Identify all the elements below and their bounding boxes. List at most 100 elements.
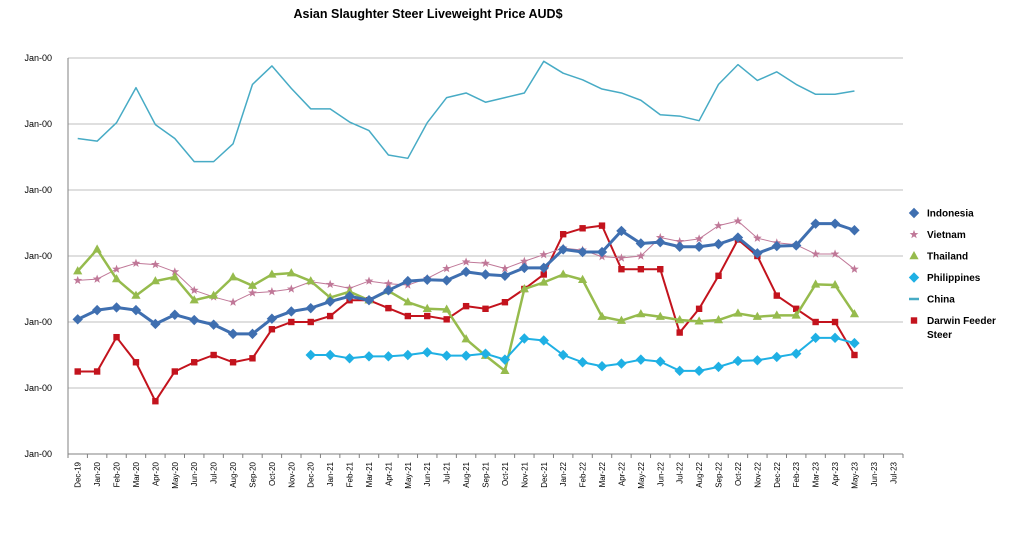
data-point-thailand: [636, 309, 646, 318]
data-point-darwin-feeder-steer: [715, 272, 722, 279]
data-point-indonesia: [693, 241, 705, 252]
x-tick-label: Jul-22: [676, 461, 685, 483]
data-point-vietnam: [481, 258, 490, 267]
data-point-vietnam: [850, 264, 859, 273]
data-point-thailand: [111, 274, 122, 283]
data-point-indonesia: [771, 240, 782, 252]
legend-label: Thailand: [927, 252, 968, 263]
data-point-indonesia: [169, 309, 181, 320]
data-point-philippines: [616, 358, 627, 369]
data-point-vietnam: [384, 279, 393, 288]
legend-swatch: [908, 207, 920, 219]
data-point-philippines: [422, 347, 433, 358]
series-indonesia: [72, 218, 860, 340]
data-point-philippines: [596, 361, 608, 372]
data-point-darwin-feeder-steer: [385, 304, 392, 312]
data-point-vietnam: [442, 263, 452, 273]
data-point-indonesia: [616, 225, 627, 237]
data-point-thailand: [558, 269, 568, 278]
x-tick-label: Jun-22: [656, 461, 665, 486]
data-point-indonesia: [790, 240, 802, 251]
data-point-vietnam: [636, 251, 646, 260]
data-point-vietnam: [248, 288, 257, 297]
data-point-philippines: [732, 355, 744, 367]
data-point-thailand: [170, 272, 180, 281]
chart-title: Asian Slaughter Steer Liveweight Price A…: [293, 7, 562, 21]
data-point-thailand: [442, 304, 452, 313]
data-point-darwin-feeder-steer: [210, 351, 217, 359]
legend-label: China: [927, 295, 955, 306]
data-point-thailand: [267, 269, 277, 278]
x-tick-label: Feb-22: [579, 461, 588, 487]
data-point-darwin-feeder-steer: [559, 231, 567, 238]
legend-label: Darwin Feeder Steer: [927, 316, 996, 341]
data-point-thailand: [772, 310, 782, 319]
data-point-darwin-feeder-steer: [191, 359, 198, 366]
x-tick-label: Jul-21: [443, 461, 452, 483]
data-point-darwin-feeder-steer: [74, 368, 81, 375]
x-tick-label: May-20: [171, 461, 180, 488]
y-tick-label: Jan-00: [24, 251, 52, 261]
data-point-darwin-feeder-steer: [113, 333, 120, 341]
data-point-darwin-feeder-steer: [229, 359, 237, 366]
data-point-thailand: [228, 272, 238, 281]
data-point-philippines: [363, 351, 375, 362]
x-tick-label: Dec-20: [307, 461, 316, 487]
data-point-darwin-feeder-steer: [93, 368, 101, 375]
data-point-philippines: [460, 350, 472, 361]
gridlines: [68, 57, 903, 389]
data-point-thailand: [422, 303, 432, 312]
legend-swatch: [909, 251, 919, 260]
data-point-philippines: [324, 349, 336, 361]
data-point-thailand: [830, 280, 840, 289]
data-point-vietnam: [733, 216, 743, 225]
data-point-thailand: [344, 286, 355, 295]
legend: Indonesia Vietnam Thailand Philippines China…: [908, 207, 996, 341]
data-point-vietnam: [112, 264, 121, 273]
data-point-vietnam: [811, 249, 820, 258]
data-point-indonesia: [480, 269, 491, 280]
x-tick-label: Aug-21: [462, 461, 471, 487]
data-point-philippines: [693, 365, 705, 377]
data-point-vietnam: [500, 263, 510, 273]
data-point-darwin-feeder-steer: [579, 225, 586, 232]
x-tick-label: Jun-23: [870, 461, 879, 486]
y-tick-label: Jan-00: [24, 383, 52, 393]
data-point-indonesia: [189, 314, 200, 326]
x-tick-label: May-22: [637, 461, 646, 488]
data-point-philippines: [810, 332, 821, 344]
x-tick-label: Oct-20: [268, 461, 277, 486]
data-point-indonesia: [363, 295, 375, 306]
data-point-vietnam: [461, 257, 471, 266]
data-point-indonesia: [227, 328, 239, 340]
series-group: [72, 60, 860, 405]
data-point-philippines: [344, 353, 355, 364]
legend-item-china: China: [909, 295, 955, 306]
data-point-philippines: [771, 351, 782, 363]
data-point-darwin-feeder-steer: [812, 318, 819, 326]
data-point-indonesia: [286, 306, 297, 317]
data-point-darwin-feeder-steer: [249, 355, 256, 362]
x-tick-label: Feb-23: [792, 461, 801, 487]
data-point-indonesia: [111, 302, 122, 313]
data-point-indonesia: [247, 328, 258, 340]
data-point-philippines: [480, 348, 491, 359]
data-point-indonesia: [732, 232, 744, 243]
legend-label: Indonesia: [927, 209, 974, 220]
data-point-indonesia: [441, 275, 452, 286]
x-tick-label: Jun-20: [190, 461, 199, 486]
data-point-vietnam: [267, 287, 277, 296]
data-point-darwin-feeder-steer: [501, 299, 509, 306]
data-point-indonesia: [91, 304, 103, 316]
data-point-philippines: [752, 355, 763, 366]
data-point-vietnam: [131, 258, 141, 267]
data-point-indonesia: [130, 304, 142, 316]
data-point-philippines: [713, 361, 724, 373]
data-point-vietnam: [364, 276, 374, 285]
data-point-thailand: [189, 295, 199, 304]
x-tick-label: Aug-22: [695, 461, 704, 487]
data-point-thailand: [733, 308, 743, 317]
data-point-darwin-feeder-steer: [695, 305, 703, 312]
x-tick-label: May-23: [850, 461, 859, 488]
data-point-vietnam: [539, 250, 549, 259]
